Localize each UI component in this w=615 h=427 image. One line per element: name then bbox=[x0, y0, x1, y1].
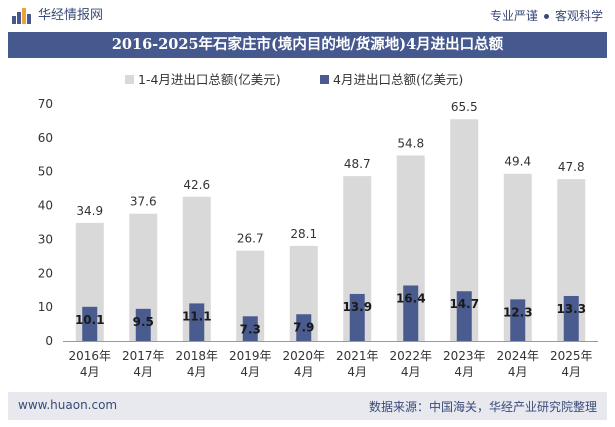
bars: 34.9 10.1 37.6 9.5 42.6 11.1 26.7 7.3 28.1 7.9 48.… bbox=[75, 100, 586, 341]
legend-item-total-label: 1-4月进出口总额(亿美元) bbox=[138, 72, 281, 87]
bar-april bbox=[242, 316, 258, 341]
data-label-total: 34.9 bbox=[76, 204, 103, 218]
brand-logo-icon bbox=[12, 8, 31, 24]
y-tick-label: 10 bbox=[38, 300, 53, 314]
separator-dot-icon bbox=[543, 14, 549, 19]
legend-item-total-swatch bbox=[125, 75, 134, 84]
y-tick-label: 60 bbox=[38, 131, 53, 145]
title-bar: 2016-2025年石家庄市(境内目的地/货源地)4月进出口总额 bbox=[8, 32, 607, 58]
x-tick-label: 2018年 4月 bbox=[175, 349, 218, 379]
footer-url[interactable]: www.huaon.com bbox=[18, 398, 118, 412]
data-label-total: 47.8 bbox=[558, 160, 585, 174]
y-tick-label: 70 bbox=[38, 97, 53, 111]
bar-april bbox=[403, 285, 419, 341]
data-label-total: 49.4 bbox=[504, 155, 531, 169]
x-tick-label: 2025年 4月 bbox=[550, 349, 593, 379]
x-tick-label: 2022年 4月 bbox=[389, 349, 432, 379]
y-tick-label: 40 bbox=[38, 199, 53, 213]
top-bar: 华经情报网 专业严谨 客观科学 bbox=[0, 0, 615, 32]
data-label-april: 16.4 bbox=[396, 291, 426, 305]
data-label-april: 9.5 bbox=[133, 315, 154, 329]
slogan: 专业严谨 客观科学 bbox=[490, 7, 603, 25]
footer-source: 数据来源：中国海关，华经产业研究院整理 bbox=[368, 400, 597, 414]
bar-april bbox=[135, 308, 151, 341]
chart-title: 2016-2025年石家庄市(境内目的地/货源地)4月进出口总额 bbox=[111, 36, 504, 53]
brand-name: 华经情报网 bbox=[38, 8, 104, 23]
x-tick-label: 2017年 4月 bbox=[122, 349, 165, 379]
legend: 1-4月进出口总额(亿美元) 4月进出口总额(亿美元) bbox=[125, 72, 463, 87]
data-label-total: 28.1 bbox=[290, 227, 317, 241]
bar-april bbox=[510, 299, 526, 341]
footer: www.huaon.com 数据来源：中国海关，华经产业研究院整理 bbox=[8, 392, 607, 420]
slogan-left: 专业严谨 bbox=[489, 9, 538, 23]
data-label-april: 10.1 bbox=[75, 313, 105, 327]
legend-item-april-swatch bbox=[320, 75, 329, 84]
y-axis: 0 10 20 30 40 50 60 70 bbox=[38, 97, 53, 348]
x-axis: 2016年 4月 2017年 4月 2018年 4月 2019年 4月 2020年 4月 2021年… bbox=[63, 341, 598, 379]
y-tick-label: 20 bbox=[38, 266, 53, 280]
y-tick-label: 0 bbox=[45, 334, 53, 348]
data-label-total: 42.6 bbox=[183, 178, 210, 192]
x-tick-label: 2024年 4月 bbox=[496, 349, 539, 379]
slogan-right: 客观科学 bbox=[554, 9, 603, 23]
legend-item-april-label: 4月进出口总额(亿美元) bbox=[333, 72, 463, 87]
x-tick-label: 2021年 4月 bbox=[336, 349, 379, 379]
bar-april bbox=[189, 303, 205, 341]
data-label-april: 12.3 bbox=[503, 305, 533, 319]
data-label-april: 7.3 bbox=[240, 322, 261, 336]
y-tick-label: 50 bbox=[38, 165, 53, 179]
bar-april bbox=[296, 314, 312, 341]
bar-april bbox=[563, 295, 579, 341]
bar-april bbox=[456, 291, 472, 341]
data-label-total: 54.8 bbox=[397, 136, 424, 150]
x-tick-label: 2020年 4月 bbox=[282, 349, 325, 379]
data-label-april: 11.1 bbox=[182, 309, 212, 323]
x-tick-label: 2016年 4月 bbox=[68, 349, 111, 379]
bar-april bbox=[349, 293, 365, 341]
data-label-april: 13.9 bbox=[342, 300, 372, 314]
x-tick-label: 2019年 4月 bbox=[229, 349, 272, 379]
data-label-total: 37.6 bbox=[130, 195, 157, 209]
bar-april bbox=[82, 306, 98, 341]
data-label-total: 48.7 bbox=[344, 157, 371, 171]
data-label-total: 65.5 bbox=[451, 100, 478, 114]
data-label-total: 26.7 bbox=[237, 232, 264, 246]
data-label-april: 14.7 bbox=[449, 297, 479, 311]
y-tick-label: 30 bbox=[38, 232, 53, 246]
data-label-april: 13.3 bbox=[556, 302, 586, 316]
data-label-april: 7.9 bbox=[293, 320, 314, 334]
x-tick-label: 2023年 4月 bbox=[443, 349, 486, 379]
